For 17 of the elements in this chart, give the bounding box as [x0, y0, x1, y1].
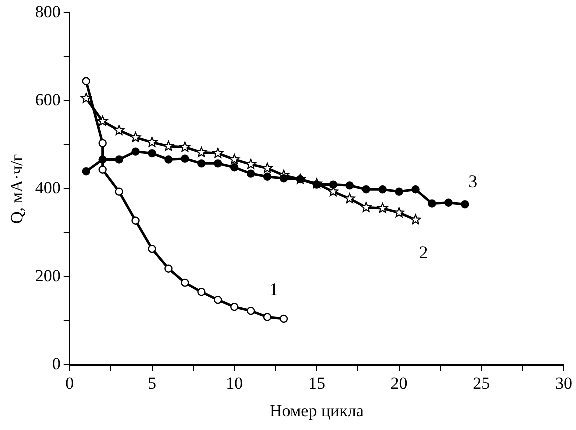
y-tick-label: 400 [35, 178, 61, 198]
x-axis-title: Номер цикла [270, 401, 364, 420]
y-tick-label: 200 [35, 266, 61, 286]
y-tick-label: 600 [35, 90, 61, 110]
x-tick-label: 0 [66, 374, 74, 393]
x-tick-label: 25 [473, 374, 490, 393]
x-tick-label: 5 [148, 374, 156, 393]
y-tick-label: 800 [35, 2, 61, 22]
x-tick-label: 10 [226, 374, 244, 393]
x-tick-label: 20 [390, 374, 408, 393]
y-axis-title: Q, мА·ч/г [8, 154, 27, 224]
series-label: 2 [419, 242, 428, 263]
y-tick-label: 0 [52, 354, 61, 374]
series-label: 1 [270, 280, 279, 300]
x-tick-label: 15 [308, 374, 326, 393]
series-label: 3 [468, 171, 478, 192]
x-tick-label: 30 [556, 374, 572, 393]
